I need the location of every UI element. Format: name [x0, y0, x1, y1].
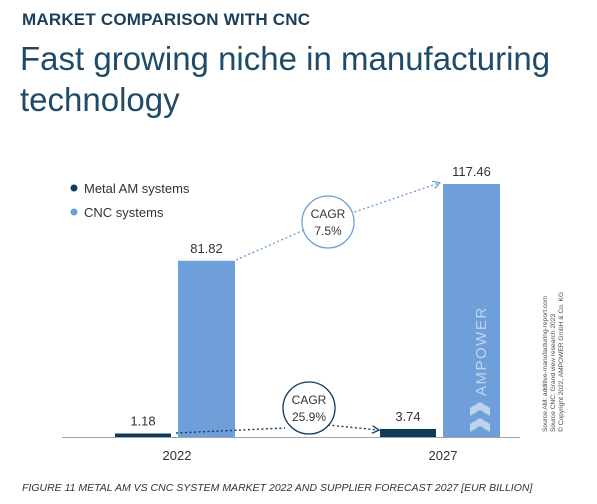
- page-headline: Fast growing niche in manufacturing tech…: [20, 40, 551, 118]
- source-notes: Source AM: additive-manufacturing-report…: [542, 262, 566, 432]
- section-eyebrow: MARKET COMPARISON WITH CNC: [22, 10, 311, 29]
- data-label-metal-2022: 1.18: [130, 414, 155, 429]
- source-line-copyright: © Copyright 2022, AMPOWER GmbH & Co. KG: [558, 291, 565, 432]
- legend-swatch-metal: [70, 184, 78, 192]
- legend-swatch-cnc: [70, 208, 78, 216]
- cagr-cnc-label: CAGR: [311, 207, 346, 221]
- cagr-cnc-value: 7.5%: [314, 224, 342, 238]
- x-tick-2027: 2027: [429, 448, 458, 463]
- cagr-metal-bubble: [282, 381, 336, 435]
- bar-cnc-2027: [443, 184, 500, 437]
- cagr-metal-label: CAGR: [292, 393, 327, 407]
- data-label-cnc-2027: 117.46: [452, 164, 491, 179]
- cagr-cnc-bubble: [301, 195, 355, 249]
- cagr-metal-arrow: [175, 425, 378, 433]
- bar-metal-2027: [380, 428, 436, 437]
- figure-caption: FIGURE 11 METAL AM VS CNC SYSTEM MARKET …: [22, 482, 533, 494]
- cagr-cnc-arrow: [235, 183, 439, 261]
- data-label-cnc-2022: 81.82: [190, 241, 223, 256]
- data-label-metal-2027: 3.74: [395, 409, 420, 424]
- source-line-am: Source AM: additive-manufacturing-report…: [542, 295, 549, 432]
- bar-cnc-2022: [178, 260, 235, 437]
- ampower-logo-icon: [470, 402, 490, 432]
- cagr-metal-value: 25.9%: [292, 410, 326, 424]
- legend-label-cnc: CNC systems: [84, 205, 164, 220]
- bar-metal-2022: [115, 433, 171, 437]
- watermark-text: AMPOWER: [473, 306, 490, 396]
- source-line-cnc: Source CNC: Grand view research 2023: [550, 313, 557, 432]
- ampower-watermark: AMPOWER: [470, 306, 490, 432]
- legend-label-metal: Metal AM systems: [84, 181, 190, 196]
- x-tick-2022: 2022: [163, 448, 192, 463]
